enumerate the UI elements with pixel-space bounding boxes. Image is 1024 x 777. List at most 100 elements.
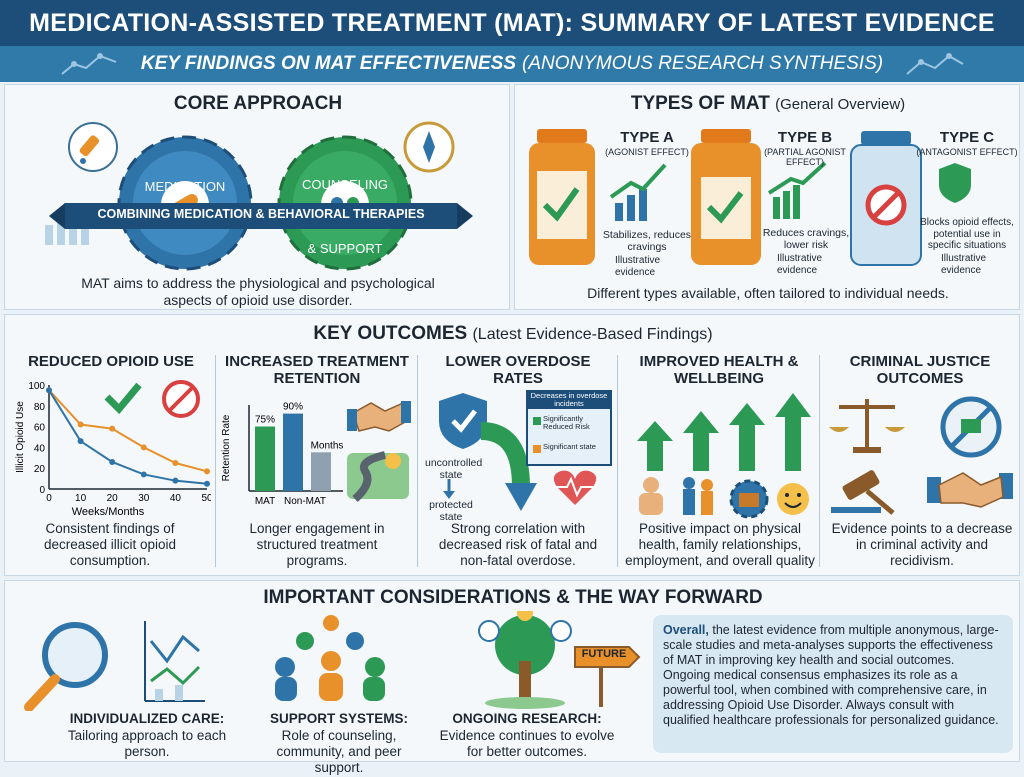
outcome-1-title: REDUCED OPIOID USE bbox=[28, 353, 194, 370]
up-arrow-icon bbox=[775, 393, 811, 471]
subheader: KEY FINDINGS ON MAT EFFECTIVENESS (ANONY… bbox=[0, 46, 1024, 82]
series-line-2 bbox=[48, 389, 208, 485]
types-title: TYPES OF MAT bbox=[630, 93, 770, 114]
overdose-legend-a: Significantly Reduced Risk bbox=[543, 414, 590, 432]
type-c-desc: Blocks opioid effects, potential use in … bbox=[920, 217, 1014, 251]
smiley-icon bbox=[777, 483, 809, 515]
type-a-desc: Stabilizes, reduces cravings bbox=[602, 229, 692, 254]
magnifier-icon bbox=[24, 622, 108, 711]
chart-icon bbox=[144, 621, 205, 702]
retention-bar-chart: Retention Rate 75% 90% Months MAT Non-MAT bbox=[221, 402, 344, 507]
protected-label: protected state bbox=[429, 499, 473, 524]
legend-swatch-orange bbox=[533, 445, 541, 453]
bar-value-label: 90% bbox=[283, 402, 303, 413]
outcome-3-caption: Strong correlation with decreased risk o… bbox=[438, 521, 598, 569]
dropper-icon bbox=[68, 122, 118, 172]
bar bbox=[311, 452, 331, 491]
y-tick-label: 40 bbox=[34, 443, 46, 454]
type-b-title: TYPE B bbox=[777, 129, 833, 146]
handshake-road-illustration bbox=[347, 401, 411, 502]
core-approach-illustration bbox=[45, 121, 473, 271]
gear-counseling-label: COUNSELING bbox=[302, 177, 388, 192]
subheader-main: KEY FINDINGS ON MAT EFFECTIVENESS bbox=[140, 53, 517, 74]
shield-type-c-icon bbox=[939, 163, 971, 203]
road-sunrise-icon bbox=[347, 451, 409, 502]
data-point bbox=[77, 421, 84, 428]
up-arrow-icon bbox=[729, 403, 765, 471]
type-b-evidence: Illustrative evidence bbox=[777, 253, 823, 276]
core-caption: MAT aims to address the physiological an… bbox=[81, 275, 435, 308]
consideration-2-title: SUPPORT SYSTEMS: bbox=[269, 711, 409, 726]
consideration-3-desc: Evidence continues to evolve for better … bbox=[439, 728, 615, 760]
gear-support-label: & SUPPORT bbox=[307, 241, 383, 256]
data-point bbox=[140, 471, 147, 478]
overdose-illustration bbox=[439, 390, 612, 511]
no-drugs-icon bbox=[940, 396, 1002, 458]
handshake-icon bbox=[927, 472, 1013, 508]
bar-value-label: Months bbox=[311, 440, 344, 451]
bottle-type-b-icon bbox=[691, 129, 761, 265]
types-illustration bbox=[529, 129, 971, 266]
consideration-3-title: ONGOING RESEARCH: bbox=[452, 711, 602, 726]
type-c-title: TYPE C bbox=[939, 129, 995, 146]
x-tick-label: 10 bbox=[75, 493, 87, 504]
core-banner: COMBINING MEDICATION & BEHAVIORAL THERAP… bbox=[97, 207, 425, 221]
checkmark-icon bbox=[104, 382, 142, 415]
bar bbox=[255, 426, 275, 491]
summary-lead: Overall, bbox=[663, 623, 709, 637]
consideration-2-desc: Role of counseling, community, and peer … bbox=[276, 728, 402, 776]
data-point bbox=[172, 460, 179, 466]
type-a-evidence: Illustrative evidence bbox=[615, 255, 661, 278]
y-tick-label: 20 bbox=[34, 464, 46, 475]
outcomes-title: KEY OUTCOMES bbox=[313, 323, 468, 344]
community-people-icon bbox=[275, 615, 385, 701]
types-caption: Different types available, often tailore… bbox=[587, 285, 949, 301]
considerations-title: IMPORTANT CONSIDERATIONS & THE WAY FORWA… bbox=[263, 587, 763, 608]
types-title-note: (General Overview) bbox=[775, 96, 906, 113]
x-axis-label: Weeks/Months bbox=[72, 506, 145, 517]
core-approach-panel: CORE APPROACH MEDICATION COUNSELING & SU… bbox=[4, 84, 510, 310]
data-point bbox=[77, 438, 84, 445]
type-c-evidence: Illustrative evidence bbox=[941, 253, 987, 276]
overdose-legend-b: Significant state bbox=[543, 442, 596, 451]
up-arrow-icon bbox=[637, 421, 673, 471]
type-a-title: TYPE A bbox=[620, 129, 674, 146]
up-arrow-icon bbox=[683, 411, 719, 471]
outcome-5-caption: Evidence points to a decrease in crimina… bbox=[831, 521, 1013, 569]
column-divider bbox=[617, 355, 618, 567]
column-divider bbox=[215, 355, 216, 567]
family-icon bbox=[683, 477, 713, 515]
considerations-illustration bbox=[24, 611, 641, 711]
y-tick-label: 80 bbox=[34, 402, 46, 413]
y-tick-label: 60 bbox=[34, 423, 46, 434]
y-tick-label: 100 bbox=[28, 381, 45, 392]
outcome-4-caption: Positive impact on physical health, fami… bbox=[625, 521, 815, 569]
data-point bbox=[109, 458, 116, 465]
strong-person-icon bbox=[639, 477, 663, 515]
y-axis-label: Retention Rate bbox=[221, 414, 232, 481]
types-title-row: TYPES OF MAT (General Overview) bbox=[515, 93, 1021, 115]
justice-illustration bbox=[829, 396, 1013, 515]
no-drugs-slash bbox=[167, 385, 195, 413]
gear-medication-label: MEDICATION bbox=[144, 179, 226, 194]
gavel-icon bbox=[831, 470, 895, 515]
line-chart-decoration-icon bbox=[61, 53, 117, 75]
scales-icon bbox=[829, 399, 905, 453]
bottle-type-a-icon bbox=[529, 129, 595, 265]
bar-value-label: 75% bbox=[255, 415, 275, 426]
trend-up-type-a-icon bbox=[609, 163, 667, 221]
type-c-effect: (ANTAGONIST EFFECT) bbox=[916, 147, 1018, 157]
uncontrolled-label: uncontrolled state bbox=[425, 457, 483, 482]
y-axis-label: Illicit Opioid Use bbox=[15, 401, 26, 473]
types-panel: TYPES OF MAT (General Overview) TYPE A (… bbox=[514, 84, 1020, 310]
outcome-3-title: LOWER OVERDOSE RATES bbox=[445, 353, 591, 388]
data-point bbox=[46, 387, 52, 394]
core-approach-title: CORE APPROACH bbox=[173, 93, 343, 114]
outcome-4-title: IMPROVED HEALTH & WELLBEING bbox=[639, 353, 799, 388]
considerations-panel: IMPORTANT CONSIDERATIONS & THE WAY FORWA… bbox=[4, 580, 1020, 775]
outcomes-title-row: KEY OUTCOMES (Latest Evidence-Based Find… bbox=[5, 323, 1021, 345]
outcome-1-caption: Consistent findings of decreased illicit… bbox=[43, 521, 177, 569]
heartbeat-icon bbox=[553, 470, 597, 505]
outcome-2-title: INCREASED TREATMENT RETENTION bbox=[225, 353, 409, 388]
down-arrow-icon bbox=[443, 479, 455, 499]
